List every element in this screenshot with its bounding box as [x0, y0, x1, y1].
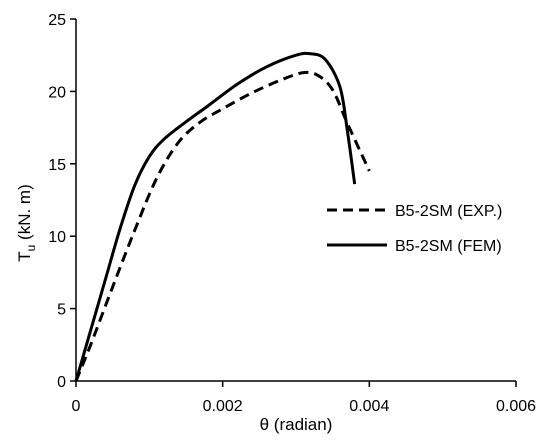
- x-tick-label: 0.006: [496, 398, 536, 415]
- x-tick-label: 0.004: [349, 398, 389, 415]
- legend-label-exp: B5-2SM (EXP.): [395, 203, 502, 220]
- y-tick-label: 5: [57, 302, 66, 319]
- legend: B5-2SM (EXP.) B5-2SM (FEM): [327, 203, 502, 255]
- x-tick-label: 0: [72, 398, 81, 415]
- legend-label-fem: B5-2SM (FEM): [395, 238, 502, 255]
- y-tick-label: 15: [48, 157, 66, 174]
- series-line-fem: [74, 51, 357, 382]
- y-tick-label: 20: [48, 84, 66, 101]
- y-tick-label: 10: [48, 229, 66, 246]
- series-layer: [74, 51, 371, 382]
- y-axis-title: Tu (kN. m): [15, 184, 38, 262]
- series-line-exp: [74, 70, 371, 382]
- x-tick-label: 0.002: [203, 398, 243, 415]
- y-tick-label: 0: [57, 374, 66, 391]
- axes: [75, 19, 516, 382]
- ticks-layer: 0 5 10 15 20 25 0 0.002 0.004 0.006: [48, 12, 536, 415]
- y-axis-title-main: T: [15, 251, 34, 261]
- x-axis-title: θ (radian): [260, 415, 333, 434]
- y-tick-label: 25: [48, 12, 66, 29]
- y-axis-title-sub: u: [24, 245, 38, 252]
- y-axis-title-rest: (kN. m): [15, 184, 34, 244]
